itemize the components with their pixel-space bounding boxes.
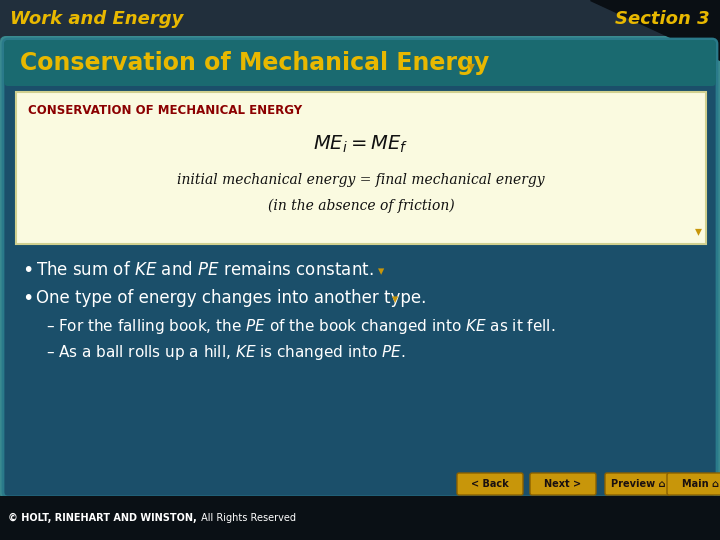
Text: < Back: < Back — [471, 479, 509, 489]
Text: Section 3: Section 3 — [616, 10, 710, 28]
Text: © HOLT, RINEHART AND WINSTON,: © HOLT, RINEHART AND WINSTON, — [8, 513, 197, 523]
Text: $ME_i = ME_f$: $ME_i = ME_f$ — [313, 133, 408, 154]
Text: –: – — [46, 345, 53, 360]
Text: initial mechanical energy = final mechanical energy: initial mechanical energy = final mechan… — [177, 173, 545, 187]
Text: (in the absence of friction): (in the absence of friction) — [268, 199, 454, 213]
Text: ▾: ▾ — [392, 294, 398, 307]
FancyBboxPatch shape — [0, 496, 720, 540]
FancyBboxPatch shape — [667, 473, 720, 495]
Text: ▾: ▾ — [695, 224, 702, 238]
Text: CONSERVATION OF MECHANICAL ENERGY: CONSERVATION OF MECHANICAL ENERGY — [28, 104, 302, 117]
FancyBboxPatch shape — [530, 473, 596, 495]
FancyBboxPatch shape — [16, 92, 706, 244]
Text: One type of energy changes into another type.: One type of energy changes into another … — [36, 289, 426, 307]
FancyBboxPatch shape — [0, 36, 720, 500]
Text: •: • — [22, 260, 33, 280]
Text: Work and Energy: Work and Energy — [10, 10, 184, 28]
Text: ▾: ▾ — [378, 266, 384, 279]
Text: Next >: Next > — [544, 479, 582, 489]
Text: The sum of $KE$ and $PE$ remains constant.: The sum of $KE$ and $PE$ remains constan… — [36, 261, 374, 279]
Text: –: – — [46, 319, 53, 334]
FancyBboxPatch shape — [457, 473, 523, 495]
Text: Main ⌂: Main ⌂ — [682, 479, 719, 489]
Text: For the falling book, the $PE$ of the book changed into $KE$ as it fell.: For the falling book, the $PE$ of the bo… — [58, 316, 555, 335]
FancyBboxPatch shape — [3, 39, 717, 497]
Text: Preview ⌂: Preview ⌂ — [611, 479, 665, 489]
Text: Conservation of Mechanical Energy: Conservation of Mechanical Energy — [20, 51, 490, 75]
Text: •: • — [22, 288, 33, 307]
FancyBboxPatch shape — [0, 0, 720, 38]
Text: As a ball rolls up a hill, $KE$ is changed into $PE$.: As a ball rolls up a hill, $KE$ is chang… — [58, 342, 405, 361]
Text: All Rights Reserved: All Rights Reserved — [198, 513, 296, 523]
FancyBboxPatch shape — [4, 40, 716, 86]
Text: ▾: ▾ — [468, 59, 475, 73]
Polygon shape — [590, 0, 720, 60]
FancyBboxPatch shape — [605, 473, 671, 495]
